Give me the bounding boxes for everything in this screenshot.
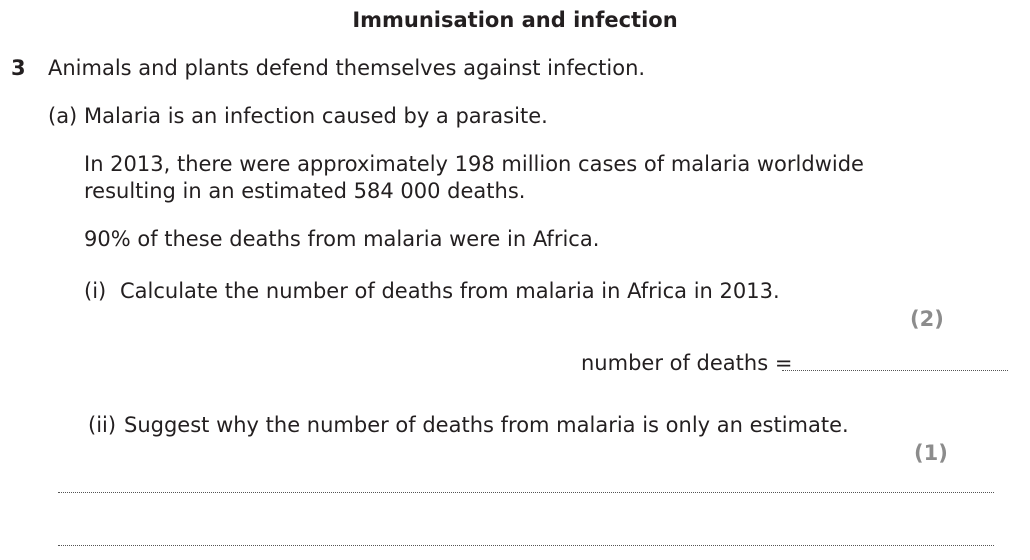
number-of-deaths-input[interactable] bbox=[784, 346, 1006, 368]
estimate-answer-input-1[interactable] bbox=[60, 468, 992, 490]
sub-ii-text: Suggest why the number of deaths from ma… bbox=[124, 413, 849, 437]
sub-ii-label: (ii) bbox=[88, 413, 117, 437]
sub-i-text: Calculate the number of deaths from mala… bbox=[120, 279, 780, 303]
part-a-text: Malaria is an infection caused by a para… bbox=[84, 104, 548, 128]
sub-i-marks: (2) bbox=[910, 307, 944, 331]
sub-i-label: (i) bbox=[84, 279, 107, 303]
section-title: Immunisation and infection bbox=[352, 8, 678, 32]
info-line-1: In 2013, there were approximately 198 mi… bbox=[84, 152, 864, 176]
answer-line-2 bbox=[58, 545, 994, 546]
question-stem: Animals and plants defend themselves aga… bbox=[48, 56, 646, 80]
answer-line-1 bbox=[58, 492, 994, 493]
info-line-3: 90% of these deaths from malaria were in… bbox=[84, 227, 600, 251]
info-line-2: resulting in an estimated 584 000 deaths… bbox=[84, 179, 526, 203]
answer-label: number of deaths = bbox=[581, 351, 793, 375]
sub-ii-marks: (1) bbox=[914, 441, 948, 465]
answer-dotted-line bbox=[782, 370, 1008, 371]
part-a-label: (a) bbox=[48, 104, 78, 128]
estimate-answer-input-2[interactable] bbox=[60, 521, 992, 543]
question-number: 3 bbox=[11, 56, 26, 80]
